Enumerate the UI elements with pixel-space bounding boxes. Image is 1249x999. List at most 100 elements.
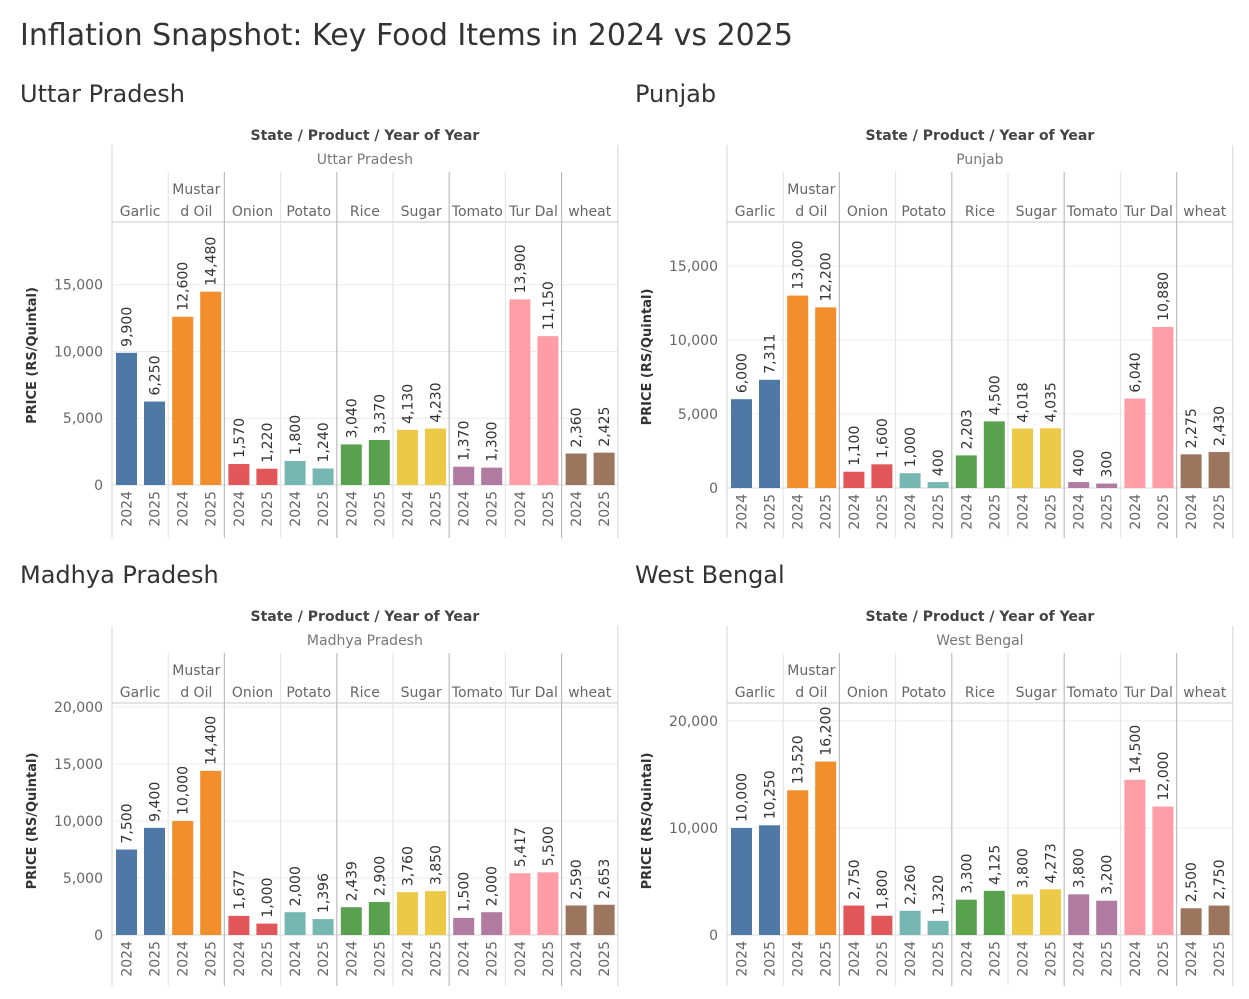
product-header-tur-dal: Tur Dal	[1123, 685, 1173, 701]
x-tick-label: 2024	[791, 494, 807, 530]
x-tick-label: 2024	[513, 491, 529, 527]
y-axis-label: PRICE (RS/Quintal)	[640, 289, 655, 426]
bar-mustard-oil-2025	[815, 761, 837, 935]
product-header-garlic: Garlic	[735, 204, 776, 220]
x-tick-label: 2025	[1156, 494, 1172, 530]
bar-tur-dal-2025	[1152, 806, 1174, 935]
y-tick-label: 15,000	[54, 757, 103, 773]
product-header-onion: Onion	[232, 204, 273, 220]
bar-tomato-2025	[481, 912, 503, 935]
data-label: 3,040	[344, 398, 360, 438]
panel-punjab: Punjab State / Product / Year of Year Pun…	[635, 80, 1245, 538]
product-header-mustard-oil: d Oil	[180, 204, 212, 220]
product-header-rice: Rice	[965, 204, 995, 220]
data-label: 1,370	[457, 421, 473, 461]
x-tick-label: 2024	[1072, 941, 1088, 977]
product-header-rice: Rice	[350, 204, 380, 220]
x-tick-label: 2024	[176, 491, 192, 527]
x-tick-label: 2024	[288, 941, 304, 977]
data-label: 2,000	[288, 866, 304, 906]
x-tick-label: 2025	[1212, 494, 1228, 530]
product-header-wheat: wheat	[1183, 204, 1227, 220]
data-label: 12,000	[1156, 752, 1172, 801]
product-header-tur-dal: Tur Dal	[508, 204, 558, 220]
data-label: 3,300	[959, 854, 975, 894]
x-tick-label: 2025	[875, 941, 891, 977]
x-tick-label: 2024	[1184, 941, 1200, 977]
data-label: 1,800	[875, 870, 891, 910]
bar-sugar-2025	[1040, 889, 1061, 935]
data-label: 5,500	[541, 826, 557, 866]
data-label: 1,800	[288, 415, 304, 455]
x-tick-label: 2024	[1128, 941, 1144, 977]
data-label: 4,230	[429, 382, 445, 422]
data-label: 7,311	[763, 334, 779, 374]
x-tick-label: 2025	[204, 491, 220, 527]
x-tick-label: 2025	[204, 941, 220, 977]
product-header-potato: Potato	[901, 685, 946, 701]
panel-title: Uttar Pradesh	[20, 80, 185, 108]
bar-garlic-2025	[144, 827, 165, 935]
bar-garlic-2025	[759, 379, 780, 488]
panel-west-bengal: West Bengal State / Product / Year of Ye…	[635, 561, 1245, 991]
product-header-wheat: wheat	[568, 685, 612, 701]
bar-onion-2025	[871, 915, 893, 935]
product-header-mustard-oil: d Oil	[795, 685, 827, 701]
data-label: 1,570	[232, 418, 248, 458]
product-header-mustard-oil: Mustar	[787, 663, 835, 679]
data-label: 2,000	[485, 866, 501, 906]
x-tick-label: 2025	[597, 491, 613, 527]
x-tick-label: 2025	[316, 491, 332, 527]
x-tick-label: 2024	[176, 941, 192, 977]
y-tick-label: 0	[709, 928, 718, 944]
product-header-garlic: Garlic	[735, 685, 776, 701]
data-label: 1,500	[457, 872, 473, 912]
product-header-tomato: Tomato	[451, 204, 503, 220]
bar-tomato-2025	[481, 467, 503, 485]
panel-title: Madhya Pradesh	[20, 561, 219, 589]
x-tick-label: 2025	[1100, 941, 1116, 977]
data-label: 2,260	[903, 865, 919, 905]
x-tick-label: 2024	[120, 491, 136, 527]
data-label: 3,800	[1016, 848, 1032, 888]
data-label: 4,018	[1016, 382, 1032, 422]
y-axis-label: PRICE (RS/Quintal)	[640, 753, 655, 890]
x-tick-label: 2025	[148, 491, 164, 527]
bar-sugar-2024	[397, 429, 418, 485]
data-label: 10,880	[1156, 272, 1172, 321]
bar-mustard-oil-2024	[787, 295, 809, 488]
bar-rice-2024	[955, 455, 977, 488]
y-tick-label: 15,000	[669, 259, 718, 275]
data-label: 1,600	[875, 418, 891, 458]
bar-wheat-2024	[565, 453, 587, 485]
x-tick-label: 2025	[1100, 494, 1116, 530]
x-tick-label: 2025	[148, 941, 164, 977]
product-header-wheat: wheat	[568, 204, 612, 220]
bar-potato-2024	[899, 473, 921, 488]
bar-tomato-2024	[1068, 894, 1090, 935]
product-header-sugar: Sugar	[1016, 685, 1057, 701]
data-label: 2,750	[847, 859, 863, 899]
panel-uttar-pradesh: Uttar Pradesh State / Product / Year of …	[20, 80, 630, 538]
y-tick-label: 20,000	[669, 714, 718, 730]
product-header-sugar: Sugar	[401, 204, 442, 220]
product-header-tomato: Tomato	[1066, 204, 1118, 220]
bar-wheat-2024	[565, 905, 587, 935]
data-label: 2,203	[959, 409, 975, 449]
data-label: 6,250	[148, 355, 164, 395]
bar-mustard-oil-2025	[815, 307, 837, 488]
data-label: 300	[1100, 451, 1116, 478]
product-header-tur-dal: Tur Dal	[508, 685, 558, 701]
x-tick-label: 2024	[344, 491, 360, 527]
bar-mustard-oil-2024	[172, 821, 194, 935]
y-tick-label: 15,000	[54, 278, 103, 294]
product-header-rice: Rice	[350, 685, 380, 701]
x-tick-label: 2025	[429, 941, 445, 977]
data-label: 14,500	[1128, 725, 1144, 774]
x-tick-label: 2024	[903, 494, 919, 530]
bar-wheat-2024	[1180, 454, 1202, 488]
data-label: 1,677	[232, 870, 248, 910]
data-label: 1,320	[931, 875, 947, 915]
bar-chart: State / Product / Year of Year Uttar Prad…	[25, 128, 619, 538]
data-label: 5,417	[513, 827, 529, 867]
